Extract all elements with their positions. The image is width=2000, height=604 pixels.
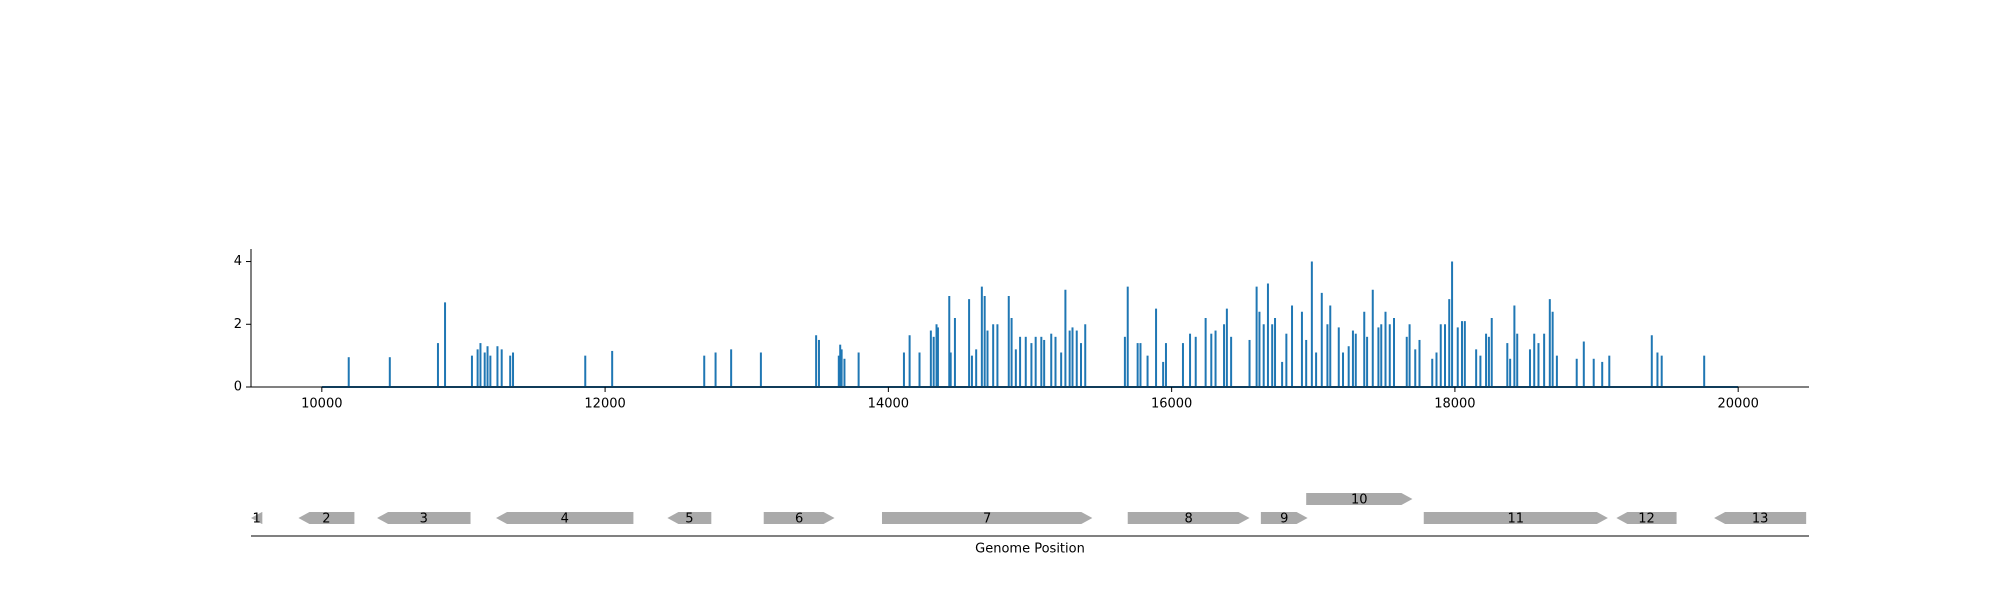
- gene-label: 6: [795, 512, 803, 527]
- x-tick-label: 10000: [301, 397, 342, 412]
- gene: [881, 512, 1093, 524]
- gene: [1306, 493, 1413, 505]
- x-axis-label: Genome Position: [975, 542, 1085, 557]
- gene-label: 10: [1351, 493, 1368, 508]
- x-tick-label: 12000: [584, 397, 625, 412]
- gene-label: 12: [1638, 512, 1655, 527]
- gene-label: 5: [685, 512, 693, 527]
- gene-label: 2: [322, 512, 330, 527]
- gene-label: 4: [561, 512, 569, 527]
- gene-label: 13: [1752, 512, 1769, 527]
- gene: [1714, 512, 1807, 524]
- x-tick-label: 20000: [1718, 397, 1759, 412]
- gene: [763, 512, 835, 524]
- x-tick-label: 14000: [868, 397, 909, 412]
- gene: [1616, 512, 1677, 524]
- x-tick-label: 18000: [1434, 397, 1475, 412]
- gene: [298, 512, 355, 524]
- gene: [377, 512, 471, 524]
- gene-label: 3: [420, 512, 428, 527]
- gene-label: 8: [1184, 512, 1192, 527]
- gene: [667, 512, 712, 524]
- gene-label: 11: [1508, 512, 1525, 527]
- gene: [1423, 512, 1608, 524]
- gene-label: 1: [253, 512, 261, 527]
- x-tick-label: 16000: [1151, 397, 1192, 412]
- gene: [251, 512, 263, 524]
- gene: [496, 512, 634, 524]
- y-tick-label: 2: [234, 317, 242, 332]
- gene: [1260, 512, 1308, 524]
- gene: [1127, 512, 1250, 524]
- y-tick-label: 4: [234, 254, 242, 269]
- gene-label: 9: [1280, 512, 1288, 527]
- y-tick-label: 0: [234, 380, 242, 395]
- gene-label: 7: [983, 512, 991, 527]
